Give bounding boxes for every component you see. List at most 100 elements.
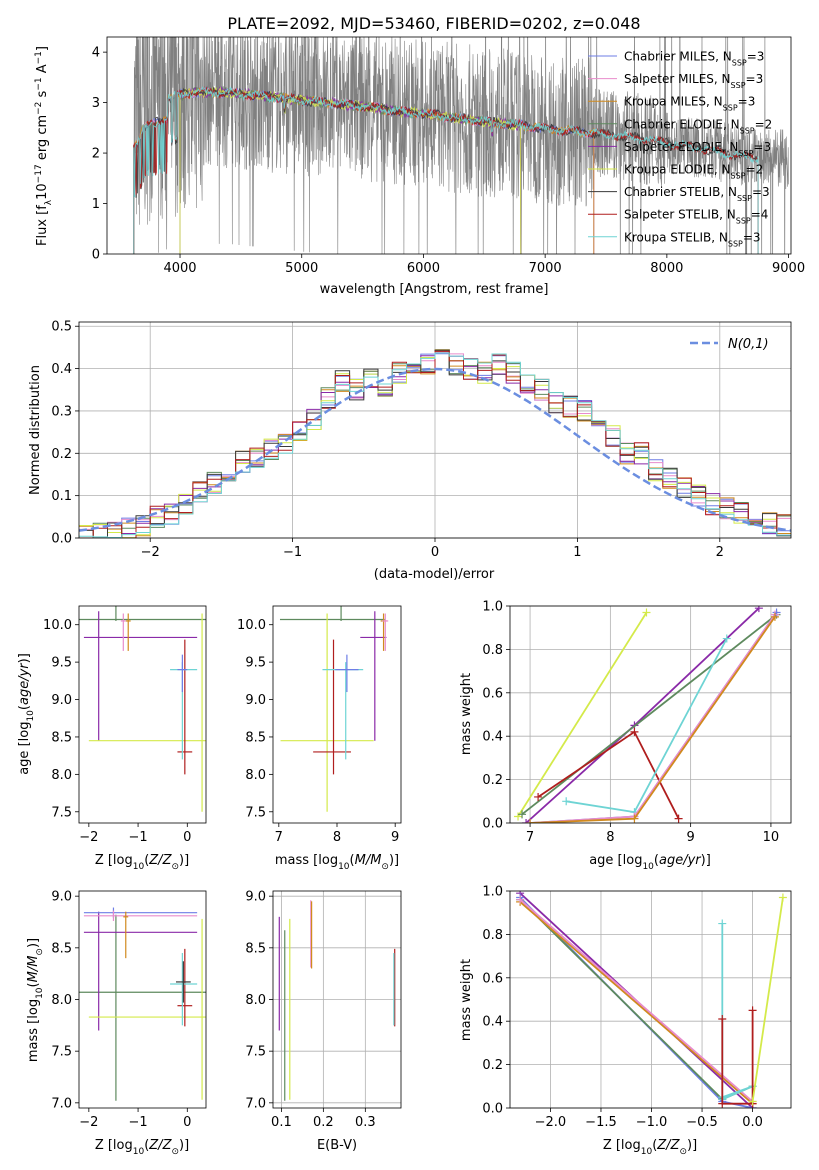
y-tick-label: 8.5 <box>51 730 72 745</box>
y-tick-label: 0.0 <box>51 532 72 547</box>
x-tick-label: 9000 <box>772 261 805 276</box>
y-tick-label: 0.0 <box>482 817 503 832</box>
y-tick-label: 0.8 <box>482 643 503 658</box>
legend-sup: =3 <box>753 140 771 154</box>
legend-label: Kroupa STELIB, NSSP=3 <box>624 230 761 248</box>
label-part: −1 <box>34 51 44 64</box>
grid <box>273 891 401 1108</box>
legend-sup: =2 <box>746 163 764 177</box>
y-tick-label: 0.2 <box>482 773 503 788</box>
x-tick-label: 9 <box>391 830 399 845</box>
x-tick-label: 9 <box>687 830 695 845</box>
weight-line <box>521 613 778 816</box>
weight-marker <box>522 819 531 823</box>
y-tick-label: 0.5 <box>51 320 72 335</box>
legend-label: Salpeter MILES, NSSP=3 <box>624 72 763 90</box>
label-part: )] <box>701 853 711 868</box>
x-tick-label: 7000 <box>529 261 562 276</box>
legend-sub: SSP <box>732 58 747 67</box>
weight-marker <box>770 612 779 621</box>
y-tick-label: 0.2 <box>482 1058 503 1073</box>
y-tick-label: 10.0 <box>237 618 266 633</box>
y-tick-label: 1.0 <box>482 600 503 615</box>
gaussian-curve <box>79 367 791 532</box>
weight-marker <box>514 812 523 821</box>
x-tick-label: 0 <box>431 545 439 560</box>
legend-label: N(0,1) <box>728 337 769 352</box>
y-tick-label: 1.0 <box>482 885 503 900</box>
y-tick-label: 7.5 <box>245 1045 266 1060</box>
y-tick-label: 8.0 <box>51 993 72 1008</box>
label-part: ⊙ <box>171 862 179 872</box>
label-part: Z/Z <box>656 1138 680 1153</box>
x-axis-label: Z [log10(Z/Z⊙)] <box>603 1138 697 1157</box>
legend-sub: SSP <box>738 148 753 157</box>
label-part: −1 <box>34 77 44 90</box>
label-part: )] <box>17 653 32 663</box>
legend-text: Chabrier STELIB, N <box>624 185 737 199</box>
weight-marker <box>630 727 639 736</box>
label-part: ] <box>35 46 50 51</box>
y-tick-label: 0.1 <box>51 489 72 504</box>
x-axis-label: mass [log10(M/M⊙)] <box>275 853 399 872</box>
legend-text: Chabrier MILES, N <box>624 50 732 64</box>
y-tick-label: 7.5 <box>51 805 72 820</box>
label-part: −2 <box>34 102 44 115</box>
legend-label: Salpeter ELODIE, NSSP=3 <box>624 140 771 158</box>
weight-marker <box>718 1099 727 1108</box>
axes-frame <box>272 605 402 824</box>
weight-marker <box>642 608 651 617</box>
x-axis-label: E(B-V) <box>317 1138 357 1153</box>
legend-sup: =2 <box>755 117 773 131</box>
axes-frame <box>78 605 207 824</box>
legend-text: Kroupa ELODIE, N <box>624 163 731 177</box>
panel-spectrum: 4000 5000 6000 7000 8000 9000 0 1 2 3 4 wavelength … <box>34 36 805 297</box>
label-part: ( <box>26 982 41 987</box>
label-part: −17 <box>34 164 44 183</box>
x-axis-label: Z [log10(Z/Z⊙)] <box>95 853 189 872</box>
y-tick-label: 10.0 <box>43 618 72 633</box>
y-tick-label: 0.8 <box>482 928 503 943</box>
panel-age_vs_mass: 7 8 9 7.5 8.0 8.5 9.0 9.5 10.0 mass [log10(M/M⊙)] <box>237 605 402 872</box>
y-axis-label: Flux [fλ10−17 erg cm−2 s−1 A−1] <box>34 46 54 246</box>
weight-line <box>721 1010 754 1105</box>
weight-marker <box>630 814 639 823</box>
legend-sub: SSP <box>731 81 746 90</box>
label-part: Z/Z <box>148 853 172 868</box>
label-part: ⊙ <box>171 1147 179 1157</box>
y-tick-label: 4 <box>92 46 100 61</box>
weight-marker <box>754 606 763 613</box>
weight-line <box>519 901 754 1105</box>
y-tick-label: 7.5 <box>245 805 266 820</box>
label-part: 10 <box>35 183 50 200</box>
y-tick-label: 0.4 <box>482 730 503 745</box>
legend-label: Chabrier MILES, NSSP=3 <box>624 50 764 68</box>
label-part: 10 <box>133 862 145 872</box>
legend-sub: SSP <box>736 216 751 225</box>
plot-area <box>79 349 791 538</box>
weight-marker <box>562 797 571 806</box>
x-tick-label: 5000 <box>285 261 318 276</box>
label-part: age [log <box>17 722 32 775</box>
y-axis-label: mass [log10(M/M⊙)] <box>26 938 45 1062</box>
y-tick-label: 9.0 <box>51 890 72 905</box>
label-part: ( <box>144 853 149 868</box>
y-tick-label: 9.5 <box>51 656 72 671</box>
legend-sub: SSP <box>737 194 752 203</box>
y-tick-label: 8.0 <box>245 993 266 1008</box>
weight-marker <box>516 895 525 904</box>
y-axis-label: age [log10(age/yr)] <box>17 653 36 775</box>
x-tick-label: 0 <box>183 830 191 845</box>
label-part: Z [log <box>603 1138 641 1153</box>
plot-area <box>514 606 781 823</box>
x-tick-label: −1.5 <box>585 1115 617 1130</box>
weight-line <box>566 638 728 814</box>
y-tick-label: 9.5 <box>245 656 266 671</box>
x-tick-label: −2 <box>141 545 160 560</box>
model-spectrum-line <box>133 85 759 254</box>
x-tick-label: 7 <box>275 830 283 845</box>
y-axis-label: mass weight <box>459 673 474 755</box>
label-part: ⊙ <box>35 948 45 956</box>
y-tick-label: 2 <box>92 147 100 162</box>
